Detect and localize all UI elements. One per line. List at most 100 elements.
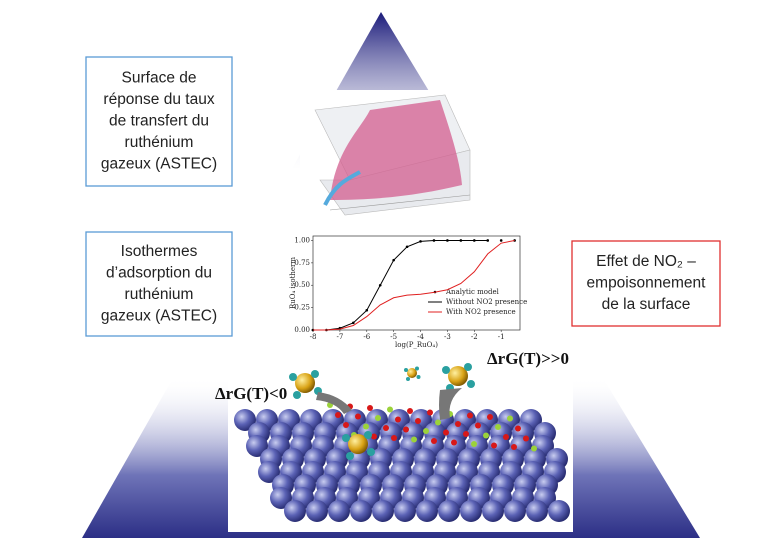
x-tick-label: -5 [390,333,397,341]
box-line: d’adsorption du [106,264,212,281]
ruthenium [348,434,368,454]
text-box [85,56,233,187]
oxygen [511,444,517,450]
oxygen [455,421,461,427]
oxygen [451,439,457,446]
ligand [406,377,410,381]
oxygen [475,422,481,429]
box-line: de la surface [602,296,691,313]
surface-atom [350,500,372,522]
surface-atom [258,461,280,483]
x-tick-label: -1 [498,333,505,341]
surface-atom [372,500,394,522]
ligand [367,448,375,456]
ligand [416,375,421,379]
surface-atom [416,500,438,522]
oxygen [495,424,501,430]
oxygen [383,425,389,431]
y-tick-label: 1.00 [294,236,310,244]
data-point [499,239,503,242]
oxygen [387,406,393,413]
plot-frame [312,235,521,331]
arrow [316,392,352,414]
ruthenium [448,366,468,386]
oxygen [391,435,397,441]
surface-atom [526,500,548,522]
oxygen [507,415,513,422]
x-tick-label: -6 [363,333,370,341]
y-tick-label: 0.25 [294,304,310,312]
oxygen [423,428,429,434]
ligand [289,373,297,381]
surface-plot [300,90,480,225]
y-axis-label: RuO₄ isotherm [289,257,297,309]
box-line: Effet de NO₂ – [596,253,696,270]
box-line: de transfert du [109,113,209,130]
x-tick-label: -8 [310,333,317,341]
data-line [313,239,515,331]
oxygen [491,442,497,449]
surface-atom [306,500,328,522]
oxygen [471,441,477,447]
oxygen [343,422,349,428]
legend-label: Analytic model [445,288,500,296]
ligand [467,380,475,388]
surface-atom [328,500,350,522]
surface-atom [246,435,268,457]
oxygen [355,413,361,420]
oxygen [395,416,401,423]
oxygen [371,433,377,440]
box-line: gazeux (ASTEC) [101,156,217,173]
surface-atom [548,500,570,522]
ruthenium [407,368,417,378]
x-tick-label: -2 [471,333,478,341]
oxygen [415,418,421,424]
oxygen [431,438,437,444]
x-tick-label: -7 [336,333,343,341]
surface-atom [482,500,504,522]
ligand [404,368,408,372]
ligand [342,434,350,442]
oxygen [375,415,381,421]
surface-atom [284,500,306,522]
surface-atom [270,487,292,509]
y-tick-label: 0.00 [294,326,310,334]
oxygen [363,423,369,430]
y-tick-label: 0.75 [294,259,310,267]
legend-label: With NO2 presence [446,308,516,316]
surface-atom [394,500,416,522]
oxygen [487,414,493,420]
oxygen [467,412,473,419]
box-line: ruthénium [125,134,194,151]
ligand [346,452,354,460]
box-line: réponse du taux [103,91,214,108]
ligand [311,370,319,378]
oxygen [407,408,413,414]
oxygen [367,405,373,411]
oxygen [531,445,537,452]
oxygen [403,426,409,433]
surface-atom [438,500,460,522]
oxygen [427,409,433,416]
oxygen [411,436,417,443]
ligand [293,391,301,399]
boxes: Surface de réponse du taux de transfert du… [85,56,721,337]
oxygen [443,429,449,436]
oxygen [503,434,509,440]
oxygen [335,412,341,418]
surface-atom [504,500,526,522]
box-line: Surface de [122,70,197,87]
data-line [313,239,488,331]
oxygen [435,419,441,426]
energy-label: ΔrG(T)>>0 [487,349,569,368]
ligand [464,363,472,371]
oxygen [523,435,529,442]
ligand [415,366,419,371]
oxygen [515,425,521,432]
box-line: gazeux (ASTEC) [101,307,217,324]
x-tick-label: -3 [444,333,451,341]
text-box [85,231,233,337]
legend-label: Without NO2 presence [446,298,527,306]
isotherm-plot: 0.00 0.25 0.50 0.75 1.00 -8 -7 -6 -5 -4 -3 -2 -1 log(… [289,235,527,349]
box-line: Isothermes [121,243,198,260]
